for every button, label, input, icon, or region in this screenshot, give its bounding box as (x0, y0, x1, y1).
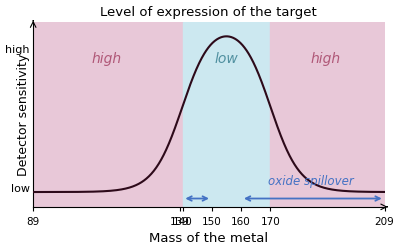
Title: Level of expression of the target: Level of expression of the target (100, 6, 317, 18)
Y-axis label: Detector sensitivity: Detector sensitivity (17, 54, 30, 176)
Text: low: low (11, 184, 30, 194)
Text: high: high (311, 52, 341, 66)
Bar (33, 22, 182, 207)
Text: low: low (214, 52, 238, 66)
Text: high: high (91, 52, 122, 66)
Bar (270, 22, 384, 207)
X-axis label: Mass of the metal: Mass of the metal (149, 232, 268, 244)
Text: high: high (5, 45, 30, 55)
Bar (182, 22, 270, 207)
Text: oxide spillover: oxide spillover (268, 175, 354, 188)
